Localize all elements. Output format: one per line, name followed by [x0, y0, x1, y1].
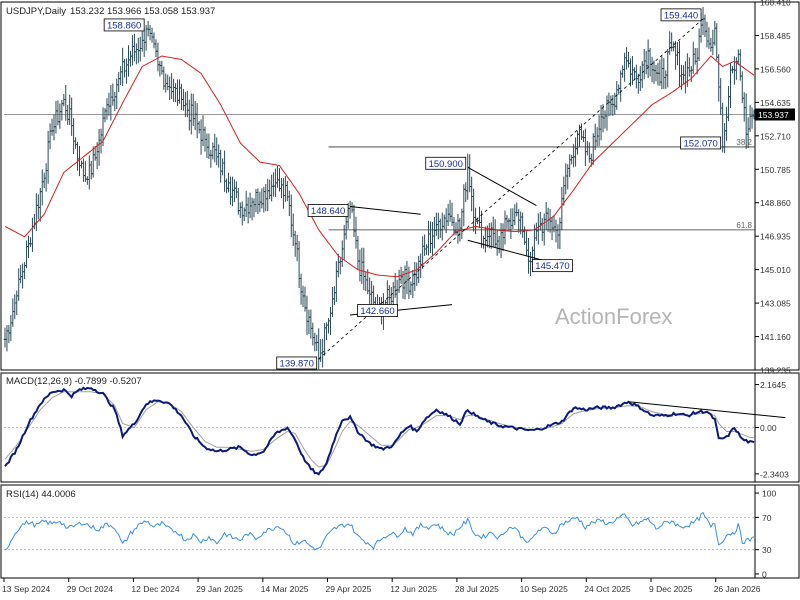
- price-tick-label: 158.485: [760, 31, 791, 41]
- last-price-tag: [755, 108, 795, 121]
- fib-level-label: 38.2: [736, 138, 752, 147]
- date-tick-label: 12 Dec 2024: [131, 584, 179, 594]
- macd-tick-label: 0.00: [760, 423, 777, 433]
- price-label: 148.640: [311, 206, 345, 217]
- date-tick-label: 9 Dec 2025: [649, 584, 693, 594]
- price-tick-label: 148.860: [760, 198, 791, 208]
- price-tick-label: 154.635: [760, 98, 791, 108]
- price-tick-label: 139.235: [760, 366, 791, 376]
- annotations: 153.937 38.2 61.8 158.860 159.440 150.900 148.…: [103, 8, 795, 370]
- price-label-box: [532, 259, 573, 273]
- date-tick-label: 29 Jan 2025: [196, 584, 243, 594]
- date-tick-label: 12 Jun 2025: [390, 584, 437, 594]
- chart-header: USDJPY,Daily 153.232 153.966 153.058 153.…: [6, 6, 215, 17]
- timeframe-label: ,: [42, 6, 45, 17]
- price-label-box: [307, 204, 349, 217]
- price-label-box: [276, 356, 318, 370]
- macd-line: [4, 386, 755, 476]
- price-label-box: [103, 18, 145, 32]
- price-tick-label: 150.785: [760, 165, 791, 175]
- macd-layer: 2.1645 0.00 -2.3403: [4, 380, 789, 479]
- date-tick-label: 28 Jul 2025: [455, 584, 499, 594]
- trendline: [350, 206, 421, 215]
- price-tick-label: 152.710: [760, 131, 791, 141]
- last-price-label: 153.937: [758, 110, 789, 120]
- dashed-trendline: [318, 18, 704, 360]
- price-label: 139.870: [280, 358, 314, 369]
- macd-tick-label: 2.1645: [760, 380, 786, 390]
- price-label: 150.900: [429, 159, 463, 170]
- rsi-tick-label: 0: [762, 569, 767, 579]
- axes: 160.410 158.485 156.560 154.635 152.710 150.7…: [2, 0, 791, 594]
- date-tick-label: 13 Sep 2024: [2, 584, 50, 594]
- date-tick-label: 26 Jan 2026: [714, 584, 761, 594]
- fib-level-label: 61.8: [736, 221, 752, 230]
- price-tick-label: 145.010: [760, 265, 791, 275]
- panel-frame: [0, 1, 800, 371]
- price-tick-label: 160.410: [760, 0, 791, 8]
- price-tick-label: 146.935: [760, 232, 791, 242]
- date-tick-label: 29 Apr 2025: [326, 584, 372, 594]
- trendline: [467, 166, 537, 206]
- moving-average-line: [4, 55, 755, 278]
- panel-frames: [0, 1, 800, 579]
- ohlc-header: 153.232 153.966 153.058 153.937: [70, 6, 215, 17]
- price-label: 159.440: [664, 10, 698, 21]
- rsi-header: RSI(14) 44.0006: [6, 489, 76, 500]
- price-label-box: [660, 8, 702, 22]
- rsi-tick-label: 30: [762, 545, 772, 555]
- price-tick-label: 156.560: [760, 64, 791, 74]
- price-label-box: [680, 136, 722, 150]
- date-tick-label: 29 Oct 2024: [67, 584, 114, 594]
- panel-frame: [0, 484, 800, 579]
- price-tick-label: 141.160: [760, 332, 791, 342]
- date-tick-label: 14 Mar 2025: [261, 584, 309, 594]
- date-tick-label: 10 Sep 2025: [520, 584, 568, 594]
- price-label: 142.660: [360, 306, 394, 317]
- price-layer: [3, 6, 756, 371]
- price-tick-label: 143.085: [760, 299, 791, 309]
- price-label: 158.860: [107, 20, 141, 31]
- price-label-box: [425, 156, 467, 170]
- date-tick-label: 24 Oct 2025: [584, 584, 631, 594]
- rsi-tick-label: 70: [762, 513, 772, 523]
- timeframe-value: Daily: [45, 6, 66, 17]
- instrument-label: USDJPY: [6, 6, 44, 17]
- price-label-box: [357, 304, 398, 317]
- price-label: 145.470: [535, 261, 569, 272]
- rsi-layer: 100 70 30 0: [4, 489, 776, 579]
- watermark: ActionForex: [555, 304, 672, 329]
- price-label: 152.070: [683, 138, 717, 149]
- rsi-tick-label: 100: [762, 489, 776, 499]
- macd-tick-label: -2.3403: [760, 469, 789, 479]
- macd-trendline: [628, 401, 786, 419]
- rsi-line: [4, 511, 755, 551]
- macd-signal-line: [4, 391, 755, 468]
- macd-header: MACD(12,26,9) -0.7899 -0.5207: [6, 376, 142, 387]
